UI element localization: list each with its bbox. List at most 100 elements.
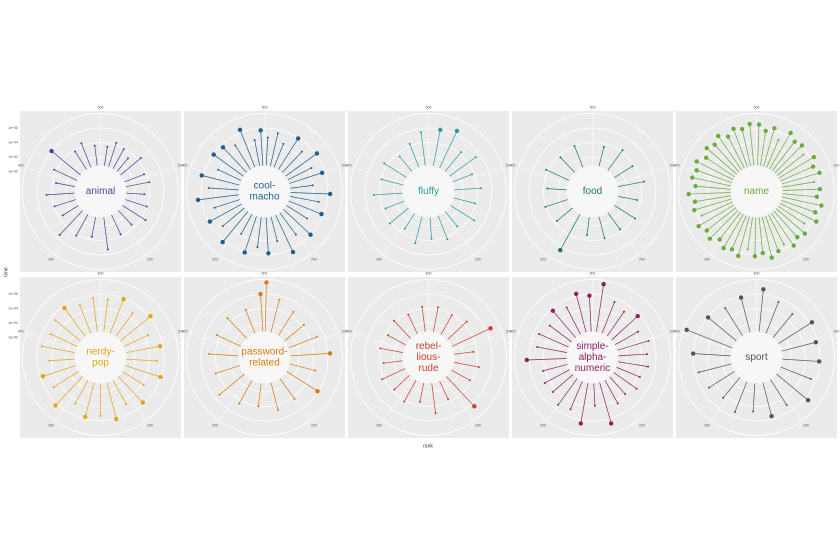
- spoke-dot: [218, 393, 221, 396]
- center-disc: [730, 165, 783, 218]
- spoke: [453, 197, 476, 204]
- spoke: [440, 315, 453, 335]
- x-tick-label: 200: [475, 423, 481, 427]
- spoke-dot: [717, 237, 722, 242]
- spoke: [776, 373, 809, 401]
- spoke-dot: [686, 191, 691, 197]
- x-tick-label: 300: [212, 257, 218, 261]
- spoke-dot: [722, 396, 725, 399]
- spoke-dot: [53, 168, 56, 171]
- spoke-dot: [559, 156, 562, 159]
- spoke-dot: [314, 369, 317, 372]
- grid-spoke: [354, 333, 410, 352]
- spoke-dot: [155, 360, 158, 363]
- spoke: [538, 333, 569, 348]
- spoke-dot: [121, 296, 126, 302]
- spoke-dot: [199, 173, 204, 178]
- grid-spoke: [190, 333, 246, 352]
- spoke: [606, 311, 625, 337]
- spoke: [55, 376, 83, 406]
- grid-spoke: [710, 207, 745, 255]
- spoke-dot: [814, 219, 819, 224]
- spoke-dot: [602, 145, 605, 148]
- spoke: [451, 327, 491, 347]
- spoke: [275, 214, 294, 253]
- spoke-dot: [157, 343, 163, 349]
- spoke-dot: [314, 151, 320, 156]
- y-tick-label: 1e+06: [8, 126, 18, 130]
- spoke: [782, 181, 815, 188]
- spoke: [537, 346, 568, 353]
- y-tick-label: 1e+04: [8, 140, 18, 144]
- spoke: [245, 309, 256, 334]
- spoke-dot: [282, 142, 285, 145]
- spoke-dot: [53, 205, 56, 208]
- spoke-dot: [258, 291, 263, 297]
- x-tick-label: 300: [540, 423, 546, 427]
- spoke-dot: [106, 145, 109, 148]
- spoke: [782, 188, 820, 191]
- panel-label: sport: [745, 352, 767, 363]
- x-tick-label: 300: [48, 257, 54, 261]
- x-tick-label: 300: [376, 423, 382, 427]
- spoke-dot: [90, 235, 93, 238]
- spoke-dot: [692, 207, 697, 213]
- panel-label: alpha-: [579, 352, 607, 363]
- spoke: [278, 311, 294, 336]
- spoke-dot: [93, 144, 96, 147]
- spoke-dot: [292, 310, 295, 313]
- spoke: [387, 334, 406, 346]
- spoke-dot: [221, 224, 224, 227]
- spoke-dot: [293, 397, 296, 400]
- spoke: [752, 383, 756, 412]
- y-tick-label: 1e+06: [8, 292, 18, 296]
- spoke: [273, 143, 284, 168]
- spoke: [549, 325, 572, 343]
- spoke: [557, 378, 578, 405]
- spoke-dot: [704, 145, 709, 151]
- spoke-dot: [782, 243, 785, 246]
- spoke-dot: [721, 245, 726, 251]
- spoke: [706, 147, 738, 175]
- spoke: [607, 149, 623, 171]
- spoke: [270, 382, 279, 410]
- spoke: [112, 380, 127, 405]
- spoke-dot: [58, 234, 61, 237]
- spoke-dot: [473, 219, 476, 222]
- spoke-dot: [419, 400, 422, 403]
- spoke-dot: [430, 237, 433, 240]
- spoke-dot: [83, 414, 88, 420]
- spoke: [781, 172, 820, 185]
- spoke-dot: [456, 225, 459, 228]
- spoke: [770, 212, 795, 246]
- spoke-dot: [216, 334, 219, 337]
- spoke-dot: [705, 315, 711, 320]
- spoke: [754, 217, 757, 257]
- spoke: [781, 196, 822, 206]
- x-tick-label: 200: [639, 257, 645, 261]
- spoke-dot: [752, 410, 755, 413]
- spoke-dot: [40, 345, 43, 348]
- spoke: [55, 319, 81, 342]
- spoke: [419, 382, 424, 402]
- spoke-dot: [387, 334, 390, 337]
- spoke: [198, 194, 239, 201]
- y-tick-label: 1e+00: [8, 169, 18, 173]
- spoke-dot: [114, 416, 119, 422]
- spoke-dot: [106, 248, 109, 251]
- spoke-dot: [211, 152, 216, 157]
- spoke: [617, 196, 637, 201]
- x-tick-label: 500: [98, 271, 104, 275]
- spoke-dot: [403, 227, 406, 230]
- spoke: [288, 200, 322, 215]
- spoke-dot: [99, 414, 102, 417]
- spoke: [279, 212, 297, 235]
- spoke-dot: [446, 238, 449, 241]
- grid-spoke: [768, 373, 803, 421]
- x-tick-label: 100: [505, 163, 511, 167]
- spoke: [75, 214, 89, 236]
- spoke-dot: [380, 178, 383, 181]
- x-tick-label: 500: [426, 105, 432, 109]
- spoke-dot: [772, 126, 777, 131]
- center-disc: [74, 331, 127, 384]
